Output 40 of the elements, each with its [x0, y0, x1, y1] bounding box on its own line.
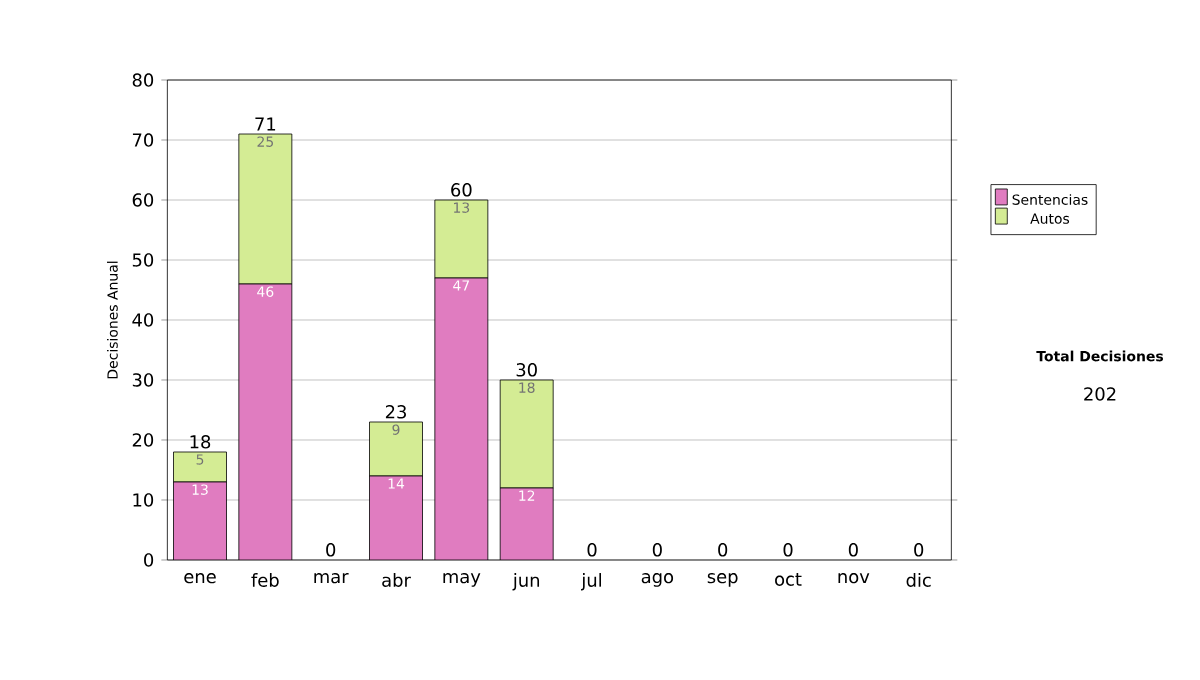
total-label: 0	[652, 543, 662, 557]
total-label: 0	[326, 543, 336, 557]
x-tick-label: ago	[641, 573, 674, 587]
x-tick-label: feb	[251, 573, 279, 587]
x-tick-label: jun	[512, 573, 540, 591]
bar	[499, 487, 554, 560]
total-label: 30	[516, 363, 537, 377]
total-label: 71	[255, 117, 276, 131]
total-label: 0	[914, 543, 924, 557]
y-tick-label: 0	[144, 553, 154, 567]
bar	[369, 421, 423, 477]
y-tick-label: 40	[132, 313, 154, 327]
total-label: 0	[587, 543, 597, 557]
x-tick-label: sep	[707, 573, 738, 587]
bar	[238, 283, 293, 560]
bar	[434, 277, 489, 560]
y-tick-label: 10	[133, 493, 154, 507]
bar	[369, 475, 423, 560]
y-tick-label: 70	[132, 133, 154, 147]
total-label: 23	[385, 405, 406, 419]
x-tick-label: mar	[314, 573, 349, 584]
bar	[173, 481, 227, 560]
y-tick-label: 30	[132, 373, 154, 387]
x-tick-label: nov	[838, 573, 870, 584]
x-tick-label: may	[443, 573, 481, 587]
x-tick-label: dic	[906, 573, 931, 587]
y-tick-label: 50	[132, 253, 154, 267]
total-label: 0	[848, 543, 858, 557]
x-tick-label: oct	[775, 573, 802, 586]
text: 202	[1084, 387, 1116, 401]
y-tick-label: 80	[132, 73, 154, 87]
x-tick-label: ene	[184, 573, 216, 584]
x-tick-label: jul	[581, 573, 602, 591]
y-tick-label: 60	[132, 193, 154, 207]
x-tick-label: abr	[382, 573, 411, 587]
total-label: 0	[718, 543, 728, 557]
total-label: 18	[190, 435, 211, 449]
total-label: 60	[451, 183, 472, 197]
total-label: 0	[783, 543, 793, 557]
y-tick-label: 20	[132, 433, 154, 447]
